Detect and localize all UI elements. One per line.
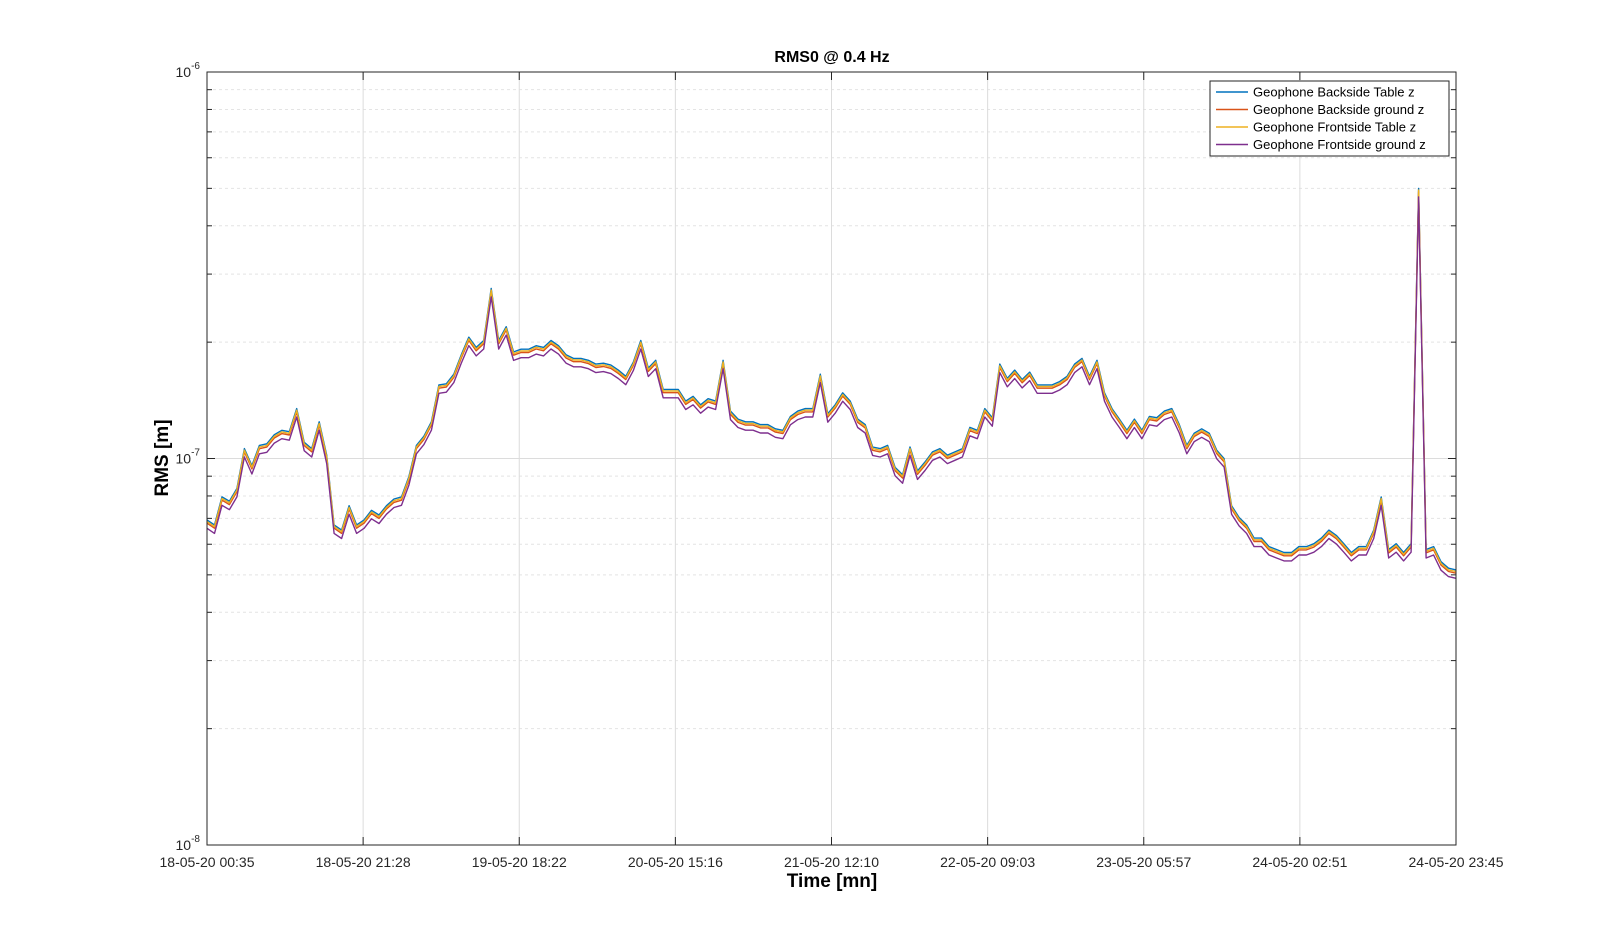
- legend-entry: Geophone Backside ground z: [1253, 102, 1424, 117]
- y-tick-exponent: -8: [191, 834, 200, 845]
- grid-lines: [207, 72, 1456, 846]
- y-tick-label: 10-8: [176, 834, 201, 853]
- y-tick-labels: 10-810-710-6: [176, 61, 201, 853]
- x-axis-label: Time [mn]: [787, 871, 877, 892]
- y-tick-label: 10-7: [176, 448, 201, 467]
- x-tick-label: 21-05-20 12:10: [784, 854, 879, 870]
- x-tick-label: 23-05-20 05:57: [1096, 854, 1191, 870]
- series-line-3: [206, 189, 1457, 573]
- x-tick-label: 24-05-20 02:51: [1252, 854, 1347, 870]
- legend-box: [1209, 80, 1450, 157]
- legend: Geophone Backside Table z Geophone Backsi…: [1209, 80, 1450, 157]
- legend-entry: Geophone Frontside Table z: [1253, 120, 1416, 135]
- axis-ticks: [206, 71, 1457, 846]
- legend-entry: Geophone Backside Table z: [1253, 85, 1415, 100]
- x-tick-label: 18-05-20 00:35: [160, 854, 255, 870]
- y-tick-exponent: -7: [191, 448, 200, 459]
- y-tick-mantissa: 10: [176, 451, 192, 467]
- series-lines: [206, 187, 1457, 579]
- x-tick-label: 19-05-20 18:22: [472, 854, 567, 870]
- y-tick-exponent: -6: [191, 61, 200, 72]
- legend-entry: Geophone Frontside ground z: [1253, 137, 1426, 152]
- chart-title: RMS0 @ 0.4 Hz: [774, 49, 889, 66]
- y-tick-mantissa: 10: [176, 64, 192, 80]
- x-tick-label: 18-05-20 21:28: [316, 854, 411, 870]
- series-line-4: [206, 196, 1457, 579]
- y-tick-mantissa: 10: [176, 837, 192, 853]
- y-axis-label: RMS [m]: [152, 419, 173, 496]
- y-tick-label: 10-6: [176, 61, 201, 80]
- x-tick-label: 22-05-20 09:03: [940, 854, 1035, 870]
- x-tick-label: 24-05-20 23:45: [1409, 854, 1504, 870]
- x-tick-labels: 18-05-20 00:35 18-05-20 21:28 19-05-20 18:…: [160, 854, 1504, 870]
- x-tick-label: 20-05-20 15:16: [628, 854, 723, 870]
